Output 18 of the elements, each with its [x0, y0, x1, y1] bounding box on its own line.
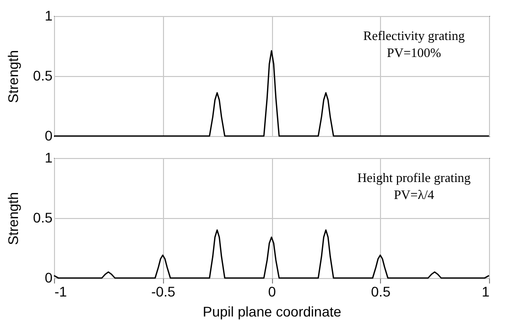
y-tick-label: 0.5 [33, 68, 53, 84]
y-axis-title: Strength [5, 50, 22, 103]
x-tick-label: -1 [54, 284, 68, 300]
y-axis-title: Strength [5, 192, 22, 245]
y-tick-label: 1 [44, 150, 53, 166]
y-tick-label: 0.5 [33, 210, 53, 226]
annotation: PV=100% [386, 45, 442, 60]
y-tick-label: 0 [44, 128, 53, 144]
y-tick-label: 0 [44, 270, 53, 286]
x-tick-label: 0 [268, 284, 276, 300]
x-tick-label: -0.5 [151, 284, 176, 300]
x-axis-title: Pupil plane coordinate [202, 304, 342, 320]
annotation: PV=λ/4 [394, 187, 435, 202]
annotation: Reflectivity grating [363, 28, 466, 43]
x-tick-label: 1 [482, 284, 490, 300]
annotation: Height profile grating [357, 170, 472, 185]
y-tick-label: 1 [44, 8, 53, 24]
x-tick-label: 0.5 [371, 284, 391, 300]
